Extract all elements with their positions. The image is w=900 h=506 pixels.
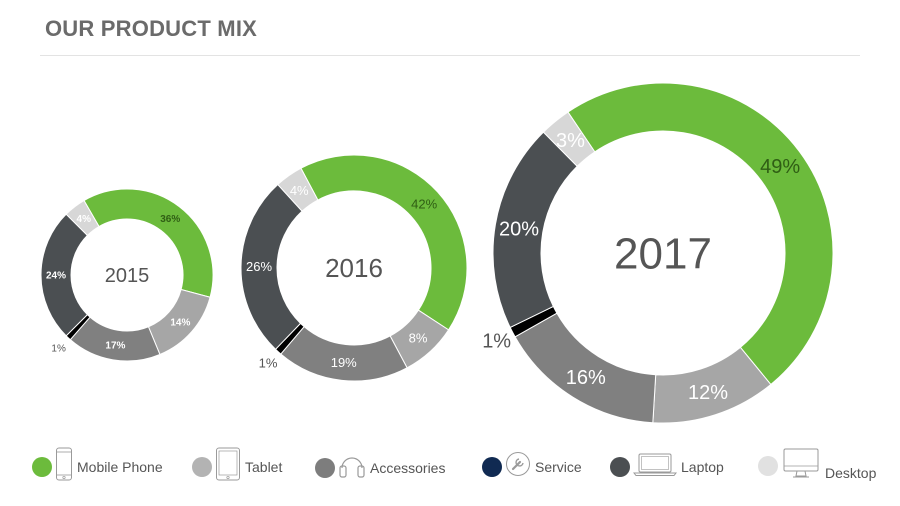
laptop-icon [632, 451, 678, 482]
donut-2015-label-tablet: 14% [170, 317, 190, 328]
title-divider [40, 55, 860, 56]
donut-2015-segment-desktop [65, 199, 100, 237]
legend-item-laptop: Laptop [610, 451, 724, 482]
donut-2016-segment-accessories [280, 325, 408, 382]
wrench-icon [505, 451, 531, 482]
legend-item-accessories: Accessories [315, 450, 445, 485]
legend-label-laptop: Laptop [681, 458, 724, 475]
legend-item-service: Service [482, 451, 582, 482]
tablet-icon [215, 447, 241, 486]
donut-2017-label-accessories: 16% [566, 367, 606, 389]
legend-dot-accessories [315, 457, 335, 478]
donut-2017-center-label: 2017 [614, 229, 712, 278]
desktop-icon [781, 447, 821, 484]
donut-2016-label-accessories: 19% [331, 355, 357, 370]
donut-2017-segment-desktop [542, 111, 596, 167]
donut-2015-center-label: 2015 [105, 265, 150, 287]
legend-item-desktop: Desktop [758, 447, 876, 484]
donut-2016-segment-desktop [277, 167, 319, 212]
donut-2017-label-service: 1% [482, 331, 511, 353]
donut-2016: 42% 8% 19% 1% 26% 4% 2016 [240, 154, 468, 382]
donut-2015-segment-mobile-phone [83, 188, 214, 298]
headphones-icon [338, 450, 366, 485]
legend-label-desktop: Desktop [825, 464, 877, 481]
mobile-phone-icon [55, 447, 73, 486]
legend-label-service: Service [535, 458, 582, 475]
donut-2016-label-service: 1% [259, 355, 278, 370]
legend-dot-laptop [610, 456, 630, 477]
donut-2017-label-tablet: 12% [688, 382, 728, 404]
donut-2016-center-label: 2016 [325, 253, 383, 283]
donut-2016-segment-mobile-phone [300, 154, 468, 331]
legend-item-tablet: Tablet [192, 447, 282, 486]
donut-2017: 49% 12% 16% 1% 20% 3% 2017 [482, 82, 834, 424]
legend-label-mobile-phone: Mobile Phone [77, 458, 163, 475]
donut-2015-label-mobile-phone: 36% [160, 214, 180, 225]
product-mix-donut-charts: 36%14%17%1%24%4%201542%8%19%1%26%4%20164… [40, 82, 834, 424]
donut-2017-segment-mobile-phone [567, 82, 834, 386]
legend-dot-desktop [758, 455, 778, 476]
donut-2015-label-desktop: 4% [77, 214, 92, 225]
legend-label-accessories: Accessories [370, 459, 446, 476]
legend-dot-service [482, 456, 502, 477]
legend-item-mobile-phone: Mobile Phone [32, 447, 163, 486]
donut-2015-label-service: 1% [51, 343, 66, 354]
donut-2016-label-tablet: 8% [409, 331, 428, 346]
donut-2015-label-accessories: 17% [105, 341, 125, 352]
donut-2017-label-desktop: 3% [556, 130, 585, 152]
donut-2015-label-laptop: 24% [46, 271, 66, 282]
donut-2016-label-desktop: 4% [290, 183, 309, 198]
donut-2015: 36% 14% 17% 1% 24% 4% 2015 [40, 188, 214, 362]
legend-dot-tablet [192, 456, 212, 477]
donut-2017-label-mobile-phone: 49% [760, 156, 800, 178]
donut-2016-label-mobile-phone: 42% [411, 196, 437, 211]
page-title: OUR PRODUCT MIX [45, 16, 257, 41]
legend-label-tablet: Tablet [245, 458, 283, 475]
legend-dot-mobile-phone [32, 456, 52, 477]
donut-2016-label-laptop: 26% [246, 259, 272, 274]
donut-2017-label-laptop: 20% [499, 218, 539, 240]
